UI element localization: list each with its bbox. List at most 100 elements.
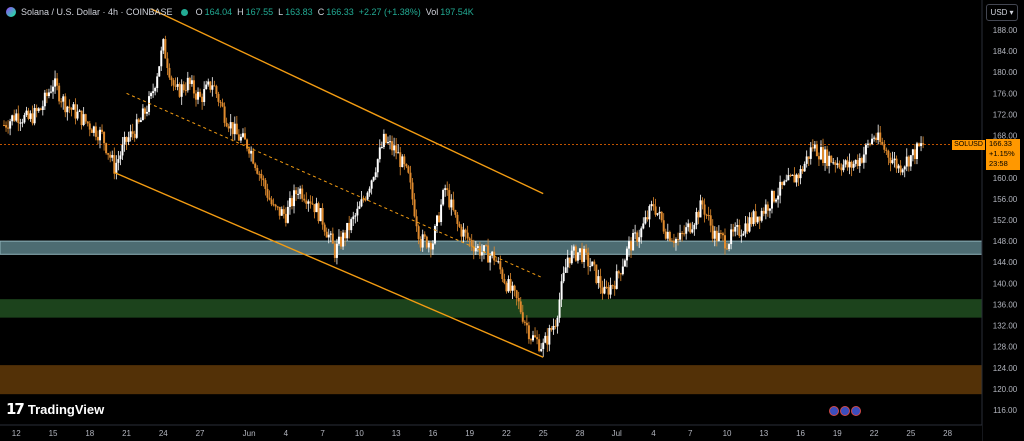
- candle: [907, 155, 910, 172]
- candle: [274, 203, 277, 211]
- candle: [11, 114, 14, 126]
- candle: [713, 226, 716, 247]
- candle: [572, 244, 575, 259]
- candle: [770, 189, 773, 214]
- candle: [881, 137, 884, 146]
- candle: [386, 136, 389, 145]
- us-flag-icon[interactable]: [840, 406, 850, 416]
- candle: [568, 257, 571, 269]
- candle: [49, 85, 52, 94]
- candle: [98, 126, 101, 149]
- candle: [360, 190, 363, 208]
- candle: [918, 142, 921, 148]
- candle: [217, 91, 220, 107]
- candle: [464, 228, 467, 240]
- candle: [58, 82, 61, 105]
- candle: [691, 221, 694, 234]
- candle: [458, 221, 461, 229]
- candle: [854, 159, 857, 167]
- volume-value: 197.54K: [440, 7, 474, 17]
- candle: [192, 75, 195, 99]
- candle: [119, 151, 122, 166]
- candle: [127, 131, 130, 146]
- candle: [621, 258, 624, 276]
- candle: [795, 173, 798, 187]
- candle: [19, 118, 22, 131]
- candle: [480, 244, 483, 262]
- y-tick-label: 188.00: [993, 26, 1018, 35]
- candle: [752, 209, 755, 227]
- candle: [803, 161, 806, 172]
- x-tick-label: 28: [576, 429, 585, 438]
- x-tick-label: 19: [465, 429, 474, 438]
- candle: [27, 107, 30, 121]
- candle: [864, 143, 867, 163]
- candle: [252, 147, 255, 165]
- candle: [164, 35, 167, 59]
- candle: [295, 187, 298, 201]
- candle: [254, 162, 257, 171]
- candle: [583, 245, 586, 269]
- us-flag-icon[interactable]: [851, 406, 861, 416]
- candle: [668, 230, 671, 242]
- candle: [638, 229, 641, 248]
- candle: [899, 160, 902, 176]
- candle: [521, 304, 524, 324]
- candle: [730, 223, 733, 250]
- candle: [250, 146, 253, 162]
- candle: [362, 195, 365, 203]
- candle: [860, 156, 863, 164]
- candle: [182, 81, 185, 93]
- candle: [174, 77, 177, 91]
- candle: [440, 199, 443, 226]
- candle: [491, 250, 494, 259]
- candle: [617, 269, 620, 279]
- candle: [172, 78, 175, 91]
- candle: [485, 243, 488, 247]
- candle: [540, 343, 543, 353]
- chevron-down-icon: ▾: [1009, 8, 1014, 17]
- candle: [111, 150, 114, 162]
- candle: [777, 187, 780, 208]
- candle: [215, 84, 218, 99]
- candle: [495, 258, 498, 262]
- candle: [117, 150, 120, 171]
- candle: [427, 240, 430, 253]
- event-markers[interactable]: [829, 406, 861, 416]
- candle: [862, 146, 865, 169]
- candle: [646, 210, 649, 222]
- candle: [497, 257, 500, 264]
- candle: [538, 334, 541, 353]
- candle: [758, 216, 761, 230]
- symbol-title[interactable]: Solana / U.S. Dollar · 4h · COINBASE: [21, 7, 173, 17]
- y-tick-label: 184.00: [993, 47, 1018, 56]
- candle: [413, 193, 416, 218]
- candle: [797, 173, 800, 187]
- candle: [288, 191, 291, 215]
- candle: [719, 229, 722, 239]
- candle: [836, 157, 839, 169]
- candle: [178, 82, 181, 98]
- candle: [603, 278, 606, 295]
- candle: [9, 118, 12, 136]
- candle: [564, 258, 567, 274]
- candle: [276, 205, 279, 211]
- candle: [895, 155, 898, 173]
- candle: [462, 223, 465, 243]
- candle: [199, 88, 202, 98]
- candle: [805, 150, 808, 168]
- candle: [429, 240, 432, 258]
- candle: [348, 215, 351, 239]
- x-tick-label: 25: [906, 429, 915, 438]
- candle: [403, 154, 406, 170]
- us-flag-icon[interactable]: [829, 406, 839, 416]
- tradingview-logo[interactable]: 17 TradingView: [6, 400, 105, 418]
- candle: [542, 338, 545, 358]
- currency-button[interactable]: USD ▾: [986, 4, 1018, 21]
- candle: [340, 231, 343, 250]
- candle: [674, 237, 677, 251]
- candle: [248, 146, 251, 158]
- candle: [433, 224, 436, 245]
- candle: [21, 118, 24, 128]
